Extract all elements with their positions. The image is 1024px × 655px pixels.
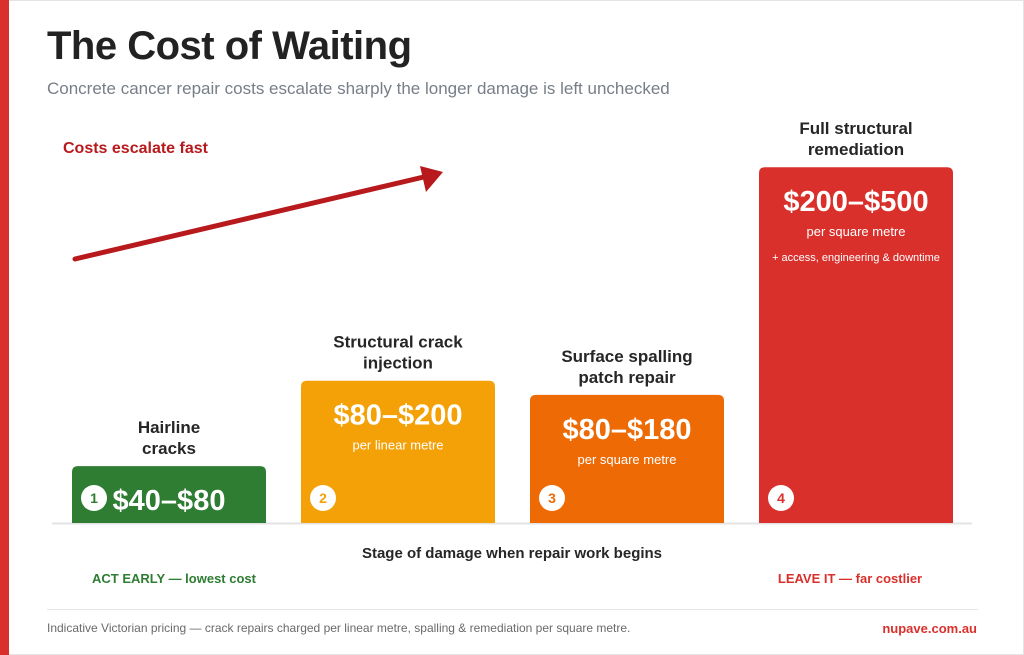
bar-stage-3 xyxy=(530,394,724,523)
cost-range-label-3: $80–$180 xyxy=(562,414,691,446)
website-link[interactable]: nupave.com.au xyxy=(882,621,977,636)
category-label-1: Hairline xyxy=(138,418,200,437)
step-number-3: 3 xyxy=(548,490,556,506)
category-label-3: Surface spalling xyxy=(561,347,692,366)
footer-divider xyxy=(47,609,978,610)
category-label-2: Structural crack xyxy=(333,333,463,352)
arrow-label: Costs escalate fast xyxy=(63,140,209,157)
category-label-4: Full structural xyxy=(799,119,912,138)
pricing-footnote: Indicative Victorian pricing — crack rep… xyxy=(47,621,631,635)
escalation-arrow-head xyxy=(420,166,443,192)
step-number-badge-1 xyxy=(81,485,107,511)
bar-stage-1 xyxy=(72,466,266,523)
category-label-2: injection xyxy=(363,354,433,373)
escalation-arrow-shaft xyxy=(72,173,431,262)
brand-stripe xyxy=(0,0,9,655)
act-early-label: ACT EARLY — lowest cost xyxy=(92,571,257,586)
bar-stage-2 xyxy=(301,380,495,523)
unit-label-3: per square metre xyxy=(578,452,677,467)
category-label-4: remediation xyxy=(808,140,904,159)
step-number-badge-2 xyxy=(310,485,336,511)
step-number-badge-4 xyxy=(768,485,794,511)
cost-range-label-2: $80–$200 xyxy=(333,400,462,432)
chart-subtitle: Concrete cancer repair costs escalate sh… xyxy=(47,79,670,98)
x-axis-label: Stage of damage when repair work begins xyxy=(362,545,662,562)
step-number-1: 1 xyxy=(90,490,98,506)
unit-label-1: per linear metre xyxy=(123,523,214,538)
step-number-2: 2 xyxy=(319,490,327,506)
category-label-1: cracks xyxy=(142,439,196,458)
cost-range-label-1: $40–$80 xyxy=(113,485,226,517)
chart-title: The Cost of Waiting xyxy=(47,24,412,68)
step-number-4: 4 xyxy=(777,490,785,506)
leave-it-label: LEAVE IT — far costlier xyxy=(778,571,922,586)
bar-stage-4 xyxy=(759,167,953,523)
extra-note-4: + access, engineering & downtime xyxy=(772,252,940,264)
category-label-3: patch repair xyxy=(578,368,676,387)
unit-label-4: per square metre xyxy=(807,224,906,239)
unit-label-2: per linear metre xyxy=(352,438,443,453)
cost-range-label-4: $200–$500 xyxy=(783,186,928,218)
step-number-badge-3 xyxy=(539,485,565,511)
